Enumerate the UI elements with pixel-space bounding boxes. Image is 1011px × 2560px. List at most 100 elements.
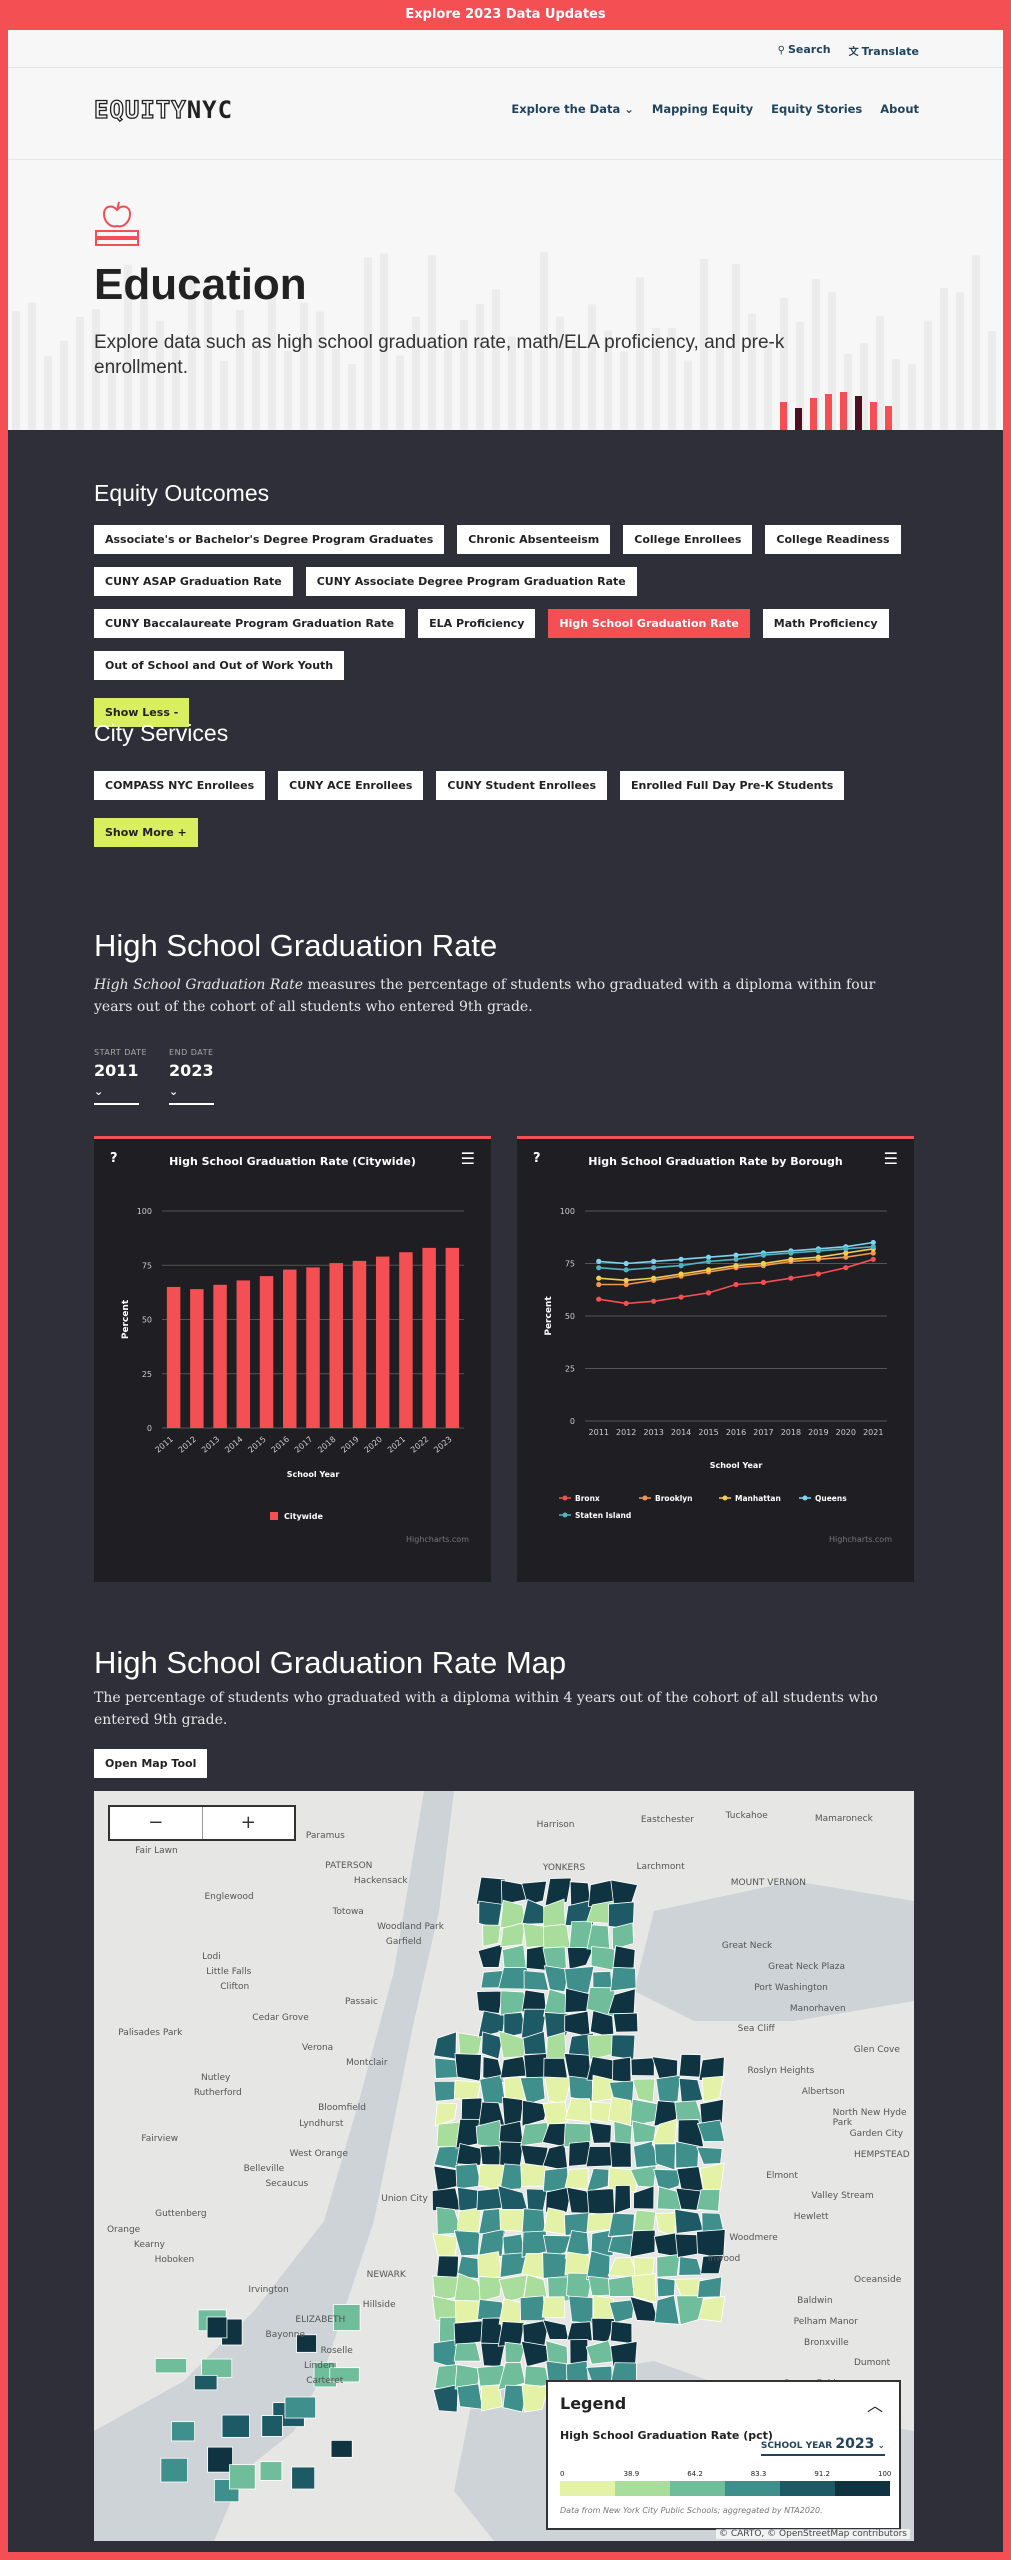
neighborhood-area[interactable] — [206, 2316, 228, 2339]
data-point[interactable] — [678, 1256, 684, 1262]
legend-entry[interactable]: Citywide — [284, 1512, 324, 1521]
neighborhood-area[interactable] — [633, 2185, 655, 2210]
neighborhood-area[interactable] — [612, 2012, 639, 2033]
outcome-chip[interactable]: ELA Proficiency — [418, 609, 536, 638]
outcome-chip[interactable]: College Enrollees — [623, 525, 753, 554]
neighborhood-area[interactable] — [193, 2374, 218, 2391]
neighborhood-area[interactable] — [590, 2229, 614, 2260]
neighborhood-area[interactable] — [432, 2339, 457, 2369]
neighborhood-area[interactable] — [568, 2295, 594, 2324]
neighborhood-area[interactable] — [201, 2358, 233, 2378]
legend-entry[interactable]: Bronx — [575, 1494, 600, 1503]
open-map-tool-button[interactable]: Open Map Tool — [94, 1749, 208, 1778]
neighborhood-area[interactable] — [675, 2141, 700, 2169]
choropleth-map[interactable]: Harrison Eastchester Tuckahoe Mamaroneck YON… — [94, 1791, 914, 2541]
neighborhood-area[interactable] — [697, 2295, 726, 2323]
neighborhood-area[interactable] — [587, 2275, 612, 2297]
neighborhood-area[interactable] — [476, 2364, 505, 2391]
data-point[interactable] — [760, 1279, 767, 1285]
neighborhood-area[interactable] — [586, 2187, 616, 2216]
data-point[interactable] — [623, 1277, 629, 1283]
school-year-select[interactable]: SCHOOL YEAR 2023 ⌄ — [760, 2436, 885, 2456]
neighborhood-area[interactable] — [499, 2163, 527, 2191]
data-point[interactable] — [678, 1271, 684, 1277]
neighborhood-area[interactable] — [544, 2076, 573, 2105]
neighborhood-area[interactable] — [171, 2421, 196, 2442]
neighborhood-area[interactable] — [296, 2334, 317, 2353]
neighborhood-area[interactable] — [631, 2273, 657, 2304]
neighborhood-area[interactable] — [207, 2446, 233, 2473]
neighborhood-area[interactable] — [521, 2099, 549, 2127]
bar[interactable] — [422, 1247, 436, 1428]
data-point[interactable] — [705, 1290, 712, 1296]
chart-menu-icon[interactable]: ☰ — [460, 1149, 475, 1168]
data-point[interactable] — [733, 1256, 739, 1262]
data-point[interactable] — [623, 1281, 629, 1288]
neighborhood-area[interactable] — [591, 2074, 614, 2103]
announcement-banner[interactable]: Explore 2023 Data Updates — [0, 0, 1011, 30]
neighborhood-area[interactable] — [564, 2098, 593, 2123]
neighborhood-area[interactable] — [500, 1921, 526, 1948]
neighborhood-area[interactable] — [542, 2234, 572, 2259]
data-point[interactable] — [596, 1275, 602, 1281]
neighborhood-area[interactable] — [498, 2298, 526, 2325]
neighborhood-area[interactable] — [564, 2230, 590, 2259]
data-point[interactable] — [596, 1281, 602, 1288]
neighborhood-area[interactable] — [520, 2340, 549, 2368]
neighborhood-area[interactable] — [478, 2101, 506, 2126]
data-point[interactable] — [843, 1254, 849, 1260]
neighborhood-area[interactable] — [696, 2146, 723, 2165]
outcome-chip[interactable]: College Readiness — [765, 525, 901, 554]
map-attribution[interactable]: © CARTO, © OpenStreetMap contributors — [715, 2529, 910, 2539]
neighborhood-area[interactable] — [678, 2053, 702, 2078]
translate-link[interactable]: 文 Translate — [848, 45, 919, 58]
data-point[interactable] — [788, 1275, 794, 1281]
outcome-chip[interactable]: Associate's or Bachelor's Degree Program… — [94, 525, 445, 554]
data-point[interactable] — [788, 1250, 794, 1256]
data-point[interactable] — [870, 1244, 876, 1250]
outcome-chip[interactable]: High School Graduation Rate — [548, 609, 750, 638]
neighborhood-area[interactable] — [482, 1924, 501, 1947]
data-point[interactable] — [623, 1267, 629, 1273]
data-point[interactable] — [760, 1252, 767, 1258]
data-point[interactable] — [705, 1258, 712, 1264]
site-logo[interactable]: EQUITYNYC — [93, 95, 234, 124]
neighborhood-area[interactable] — [654, 2143, 676, 2171]
neighborhood-area[interactable] — [453, 2342, 481, 2362]
neighborhood-area[interactable] — [607, 2212, 635, 2237]
bar[interactable] — [283, 1269, 297, 1428]
neighborhood-area[interactable] — [674, 2208, 704, 2234]
outcome-chip[interactable]: Chronic Absenteeism — [457, 525, 611, 554]
nav-explore-data[interactable]: Explore the Data ⌄ — [511, 102, 634, 116]
neighborhood-area[interactable] — [543, 2057, 568, 2080]
neighborhood-area[interactable] — [454, 2299, 482, 2324]
data-point[interactable] — [843, 1250, 849, 1256]
outcome-chip[interactable]: CUNY Baccalaureate Program Graduation Ra… — [94, 609, 406, 638]
neighborhood-area[interactable] — [434, 2102, 458, 2127]
end-date-select[interactable]: END DATE 2023 ⌄ — [169, 1048, 215, 1105]
data-point[interactable] — [733, 1263, 739, 1269]
neighborhood-area[interactable] — [607, 2256, 638, 2277]
neighborhood-area[interactable] — [609, 2141, 632, 2168]
show-more-button[interactable]: Show More + — [94, 818, 198, 847]
outcome-chip[interactable]: CUNY Associate Degree Program Graduation… — [305, 567, 637, 596]
neighborhood-area[interactable] — [523, 1970, 550, 1991]
neighborhood-area[interactable] — [609, 2320, 633, 2344]
legend-entry[interactable]: Staten Island — [575, 1511, 631, 1520]
neighborhood-area[interactable] — [656, 2253, 681, 2278]
neighborhood-area[interactable] — [543, 1923, 571, 1949]
neighborhood-area[interactable] — [563, 2122, 592, 2148]
neighborhood-area[interactable] — [502, 2384, 529, 2413]
data-point[interactable] — [651, 1275, 657, 1281]
neighborhood-area[interactable] — [678, 2256, 703, 2276]
data-point[interactable] — [651, 1298, 657, 1304]
neighborhood-area[interactable] — [476, 1990, 504, 2015]
neighborhood-area[interactable] — [477, 1943, 504, 1968]
neighborhood-area[interactable] — [455, 2163, 482, 2190]
data-point[interactable] — [843, 1265, 849, 1271]
neighborhood-area[interactable] — [610, 1966, 637, 1992]
neighborhood-area[interactable] — [478, 1900, 503, 1930]
data-point[interactable] — [760, 1260, 767, 1267]
neighborhood-area[interactable] — [612, 1945, 636, 1971]
neighborhood-area[interactable] — [541, 2296, 566, 2319]
